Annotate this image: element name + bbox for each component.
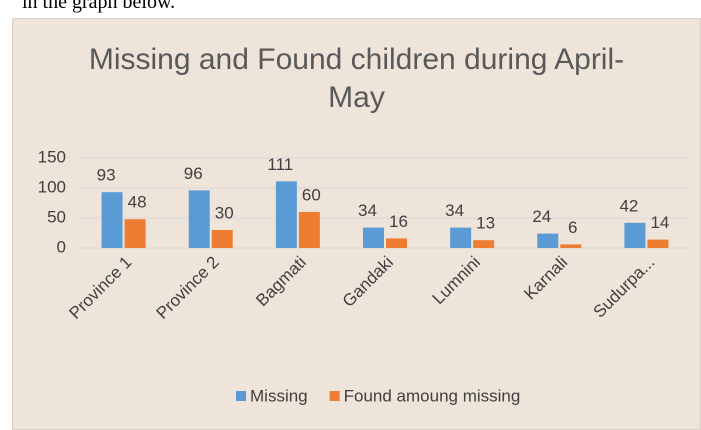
x-tick-group: Bagmati <box>252 253 310 311</box>
x-tick-group: Karnali <box>520 253 571 304</box>
data-label: 93 <box>97 166 116 185</box>
data-label: 34 <box>358 201 377 220</box>
bar <box>363 227 384 248</box>
data-label: 14 <box>650 213 669 232</box>
bar <box>101 192 123 248</box>
data-label: 16 <box>389 212 408 231</box>
data-label: 60 <box>302 185 321 204</box>
data-label: 42 <box>619 196 638 215</box>
caption: in the graph below. <box>22 0 176 13</box>
x-tick-group: Province 1 <box>65 253 135 323</box>
chart-title: Missing and Found children during April-… <box>88 43 625 114</box>
data-label: 34 <box>445 201 464 220</box>
bar <box>647 239 669 248</box>
legend-label: Found amoung missing <box>344 386 521 405</box>
title-wrap: Missing and Found children during April-… <box>13 41 700 117</box>
y-tick-label: 150 <box>38 147 66 166</box>
x-tick-group: Lumnini <box>429 253 485 309</box>
bar <box>211 230 233 248</box>
x-tick-group: Province 2 <box>152 253 222 323</box>
bar <box>450 227 472 248</box>
bar <box>473 240 495 248</box>
x-tick-label: Bagmati <box>252 253 310 311</box>
bar <box>275 181 297 248</box>
x-tick-group: Sudurpa... <box>590 253 659 322</box>
x-tick-label: Province 1 <box>65 253 135 323</box>
data-label: 13 <box>476 214 495 233</box>
data-label: 24 <box>532 207 551 226</box>
bar <box>537 233 559 248</box>
legend-swatch <box>329 391 340 401</box>
y-tick-label: 50 <box>47 207 66 226</box>
y-tick-label: 0 <box>57 237 66 256</box>
x-tick-label: Sudurpa... <box>590 253 659 322</box>
bar <box>124 219 146 248</box>
bar <box>298 212 320 248</box>
x-tick-label: Lumnini <box>429 253 485 309</box>
y-tick-label: 100 <box>38 177 66 196</box>
x-tick-label: Province 2 <box>152 253 222 323</box>
data-label: 6 <box>568 218 577 237</box>
x-tick-label: Gandaki <box>339 253 397 311</box>
x-tick-group: Gandaki <box>339 253 397 311</box>
bar <box>188 190 210 248</box>
legend-label: Missing <box>250 386 308 405</box>
data-label: 30 <box>215 203 234 222</box>
bar <box>624 222 646 248</box>
x-tick-label: Karnali <box>520 253 571 304</box>
data-label: 96 <box>184 164 203 183</box>
bar <box>560 244 582 248</box>
data-label: 48 <box>128 193 147 212</box>
bar <box>386 238 407 248</box>
data-label: 111 <box>267 155 293 174</box>
legend-swatch <box>236 391 246 401</box>
